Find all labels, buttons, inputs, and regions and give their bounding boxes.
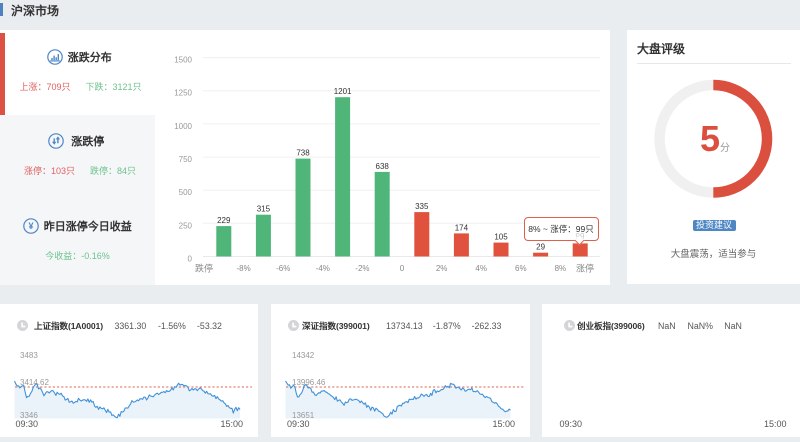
svg-text:0: 0 <box>400 264 405 273</box>
svg-text:4%: 4% <box>475 264 487 273</box>
svg-text:750: 750 <box>179 155 193 164</box>
svg-text:1000: 1000 <box>174 122 192 131</box>
svg-text:1201: 1201 <box>334 87 352 96</box>
svg-text:2%: 2% <box>436 264 448 273</box>
svg-text:-8%: -8% <box>236 264 250 273</box>
svg-text:250: 250 <box>179 221 193 230</box>
svg-text:6%: 6% <box>515 264 527 273</box>
svg-text:1250: 1250 <box>174 89 192 98</box>
svg-text:1500: 1500 <box>174 56 192 65</box>
svg-text:105: 105 <box>494 233 508 242</box>
svg-text:8%: 8% <box>555 264 567 273</box>
svg-text:-4%: -4% <box>316 264 330 273</box>
svg-text:335: 335 <box>415 202 429 211</box>
svg-text:涨停: 涨停 <box>576 263 594 274</box>
svg-text:638: 638 <box>376 162 390 171</box>
svg-text:315: 315 <box>257 205 271 214</box>
svg-text:跌停: 跌停 <box>195 263 213 274</box>
svg-text:29: 29 <box>536 243 545 252</box>
svg-text:-2%: -2% <box>355 264 369 273</box>
svg-text:738: 738 <box>296 149 310 158</box>
svg-text:0: 0 <box>188 255 193 264</box>
svg-text:500: 500 <box>179 188 193 197</box>
svg-text:174: 174 <box>455 223 469 232</box>
svg-text:¥: ¥ <box>29 221 34 231</box>
svg-text:229: 229 <box>217 216 231 225</box>
svg-text:-6%: -6% <box>276 264 290 273</box>
